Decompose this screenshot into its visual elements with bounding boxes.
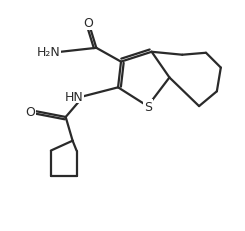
Text: HN: HN xyxy=(65,90,84,103)
Text: H₂N: H₂N xyxy=(37,46,61,59)
Text: O: O xyxy=(84,17,93,30)
Text: O: O xyxy=(25,105,35,118)
Text: S: S xyxy=(144,100,152,113)
